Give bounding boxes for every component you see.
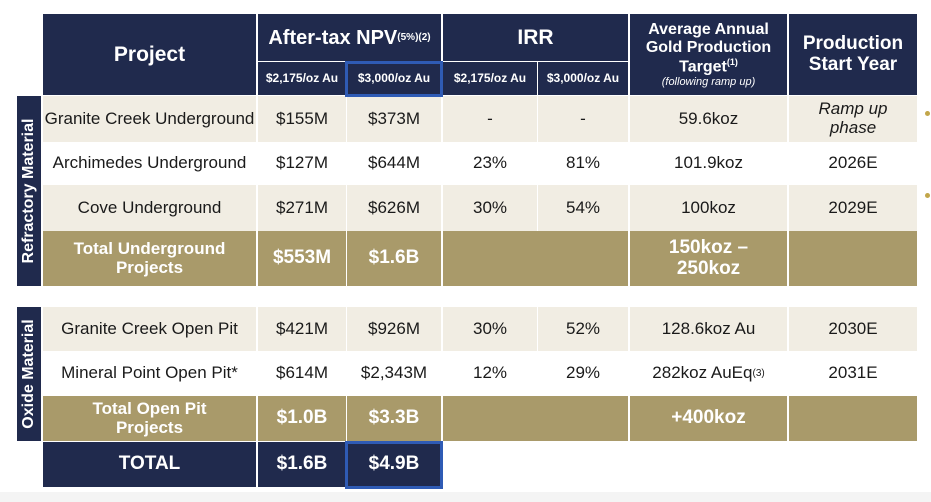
row-npv-2: $644M — [347, 142, 441, 185]
total-openpit-start — [789, 396, 917, 441]
row-gold-value: 282koz AuEq — [652, 363, 753, 383]
row-start-year: 2029E — [789, 185, 917, 231]
total-underground-label: Total Underground Projects — [43, 231, 256, 286]
row-gold: 128.6koz Au — [630, 307, 787, 351]
row-start-year: 2030E — [789, 307, 917, 351]
row-npv-1: $614M — [258, 351, 346, 396]
row-gold: 59.6koz — [630, 96, 787, 142]
row-irr-1: 30% — [443, 307, 537, 351]
row-irr-1: 30% — [443, 185, 537, 231]
row-irr-2: 81% — [538, 142, 628, 185]
row-gold: 282koz AuEq (3) — [630, 351, 787, 396]
row-irr-2: 52% — [538, 307, 628, 351]
header-irr: IRR — [443, 14, 628, 61]
grand-total-npv-2: $4.9B — [347, 442, 441, 487]
row-project: Mineral Point Open Pit* — [43, 351, 256, 396]
total-underground-npv-2: $1.6B — [347, 231, 441, 286]
header-start-year: Production Start Year — [789, 14, 917, 95]
row-project: Granite Creek Underground — [43, 96, 256, 142]
total-openpit-label: Total Open Pit Projects — [43, 396, 256, 441]
section-label-refractory: Refractory Material — [17, 96, 41, 286]
row-npv-2: $926M — [347, 307, 441, 351]
row-irr-2: - — [538, 96, 628, 142]
row-npv-1: $271M — [258, 185, 346, 231]
total-underground-irr — [443, 231, 628, 286]
row-project: Archimedes Underground — [43, 142, 256, 185]
row-gold: 101.9koz — [630, 142, 787, 185]
npv-note: (2) — [418, 32, 431, 43]
npv-title: After-tax NPV — [268, 26, 398, 49]
total-openpit-gold: +400koz — [630, 396, 787, 441]
gold-subtitle: (following ramp up) — [661, 75, 756, 88]
bullet-dot — [925, 193, 930, 198]
gold-note: (1) — [726, 56, 738, 67]
npv-discount: (5%) — [397, 32, 419, 43]
grand-total-label: TOTAL — [43, 442, 256, 487]
header-npv: After-tax NPV (5%) (2) — [258, 14, 441, 61]
gold-title: Average Annual Gold Production Target — [645, 20, 772, 76]
header-irr-price-1: $2,175/oz Au — [443, 62, 537, 95]
row-start-year: 2026E — [789, 142, 917, 185]
bullet-dot — [925, 111, 930, 116]
header-irr-price-2: $3,000/oz Au — [538, 62, 628, 95]
row-gold-note: (3) — [752, 368, 765, 379]
row-npv-2: $626M — [347, 185, 441, 231]
row-npv-1: $127M — [258, 142, 346, 185]
row-irr-1: 12% — [443, 351, 537, 396]
row-npv-2: $373M — [347, 96, 441, 142]
section-label-oxide: Oxide Material — [17, 307, 41, 441]
total-openpit-irr — [443, 396, 628, 441]
header-gold-production: Average Annual Gold Production Target(1)… — [630, 14, 787, 95]
row-npv-1: $155M — [258, 96, 346, 142]
total-openpit-npv-2: $3.3B — [347, 396, 441, 441]
row-project: Cove Underground — [43, 185, 256, 231]
total-underground-gold: 150koz – 250koz — [630, 231, 787, 286]
header-project: Project — [43, 14, 256, 95]
row-npv-1: $421M — [258, 307, 346, 351]
bottom-strip — [0, 492, 931, 502]
header-npv-price-2: $3,000/oz Au — [347, 62, 441, 95]
total-underground-start — [789, 231, 917, 286]
grand-total-npv-1: $1.6B — [258, 442, 346, 487]
row-irr-1: - — [443, 96, 537, 142]
row-npv-2: $2,343M — [347, 351, 441, 396]
row-start-year: 2031E — [789, 351, 917, 396]
total-openpit-npv-1: $1.0B — [258, 396, 346, 441]
header-npv-price-1: $2,175/oz Au — [258, 62, 346, 95]
row-irr-1: 23% — [443, 142, 537, 185]
row-irr-2: 29% — [538, 351, 628, 396]
row-start-year: Ramp up phase — [789, 96, 917, 142]
row-irr-2: 54% — [538, 185, 628, 231]
row-gold: 100koz — [630, 185, 787, 231]
total-underground-npv-1: $553M — [258, 231, 346, 286]
row-project: Granite Creek Open Pit — [43, 307, 256, 351]
